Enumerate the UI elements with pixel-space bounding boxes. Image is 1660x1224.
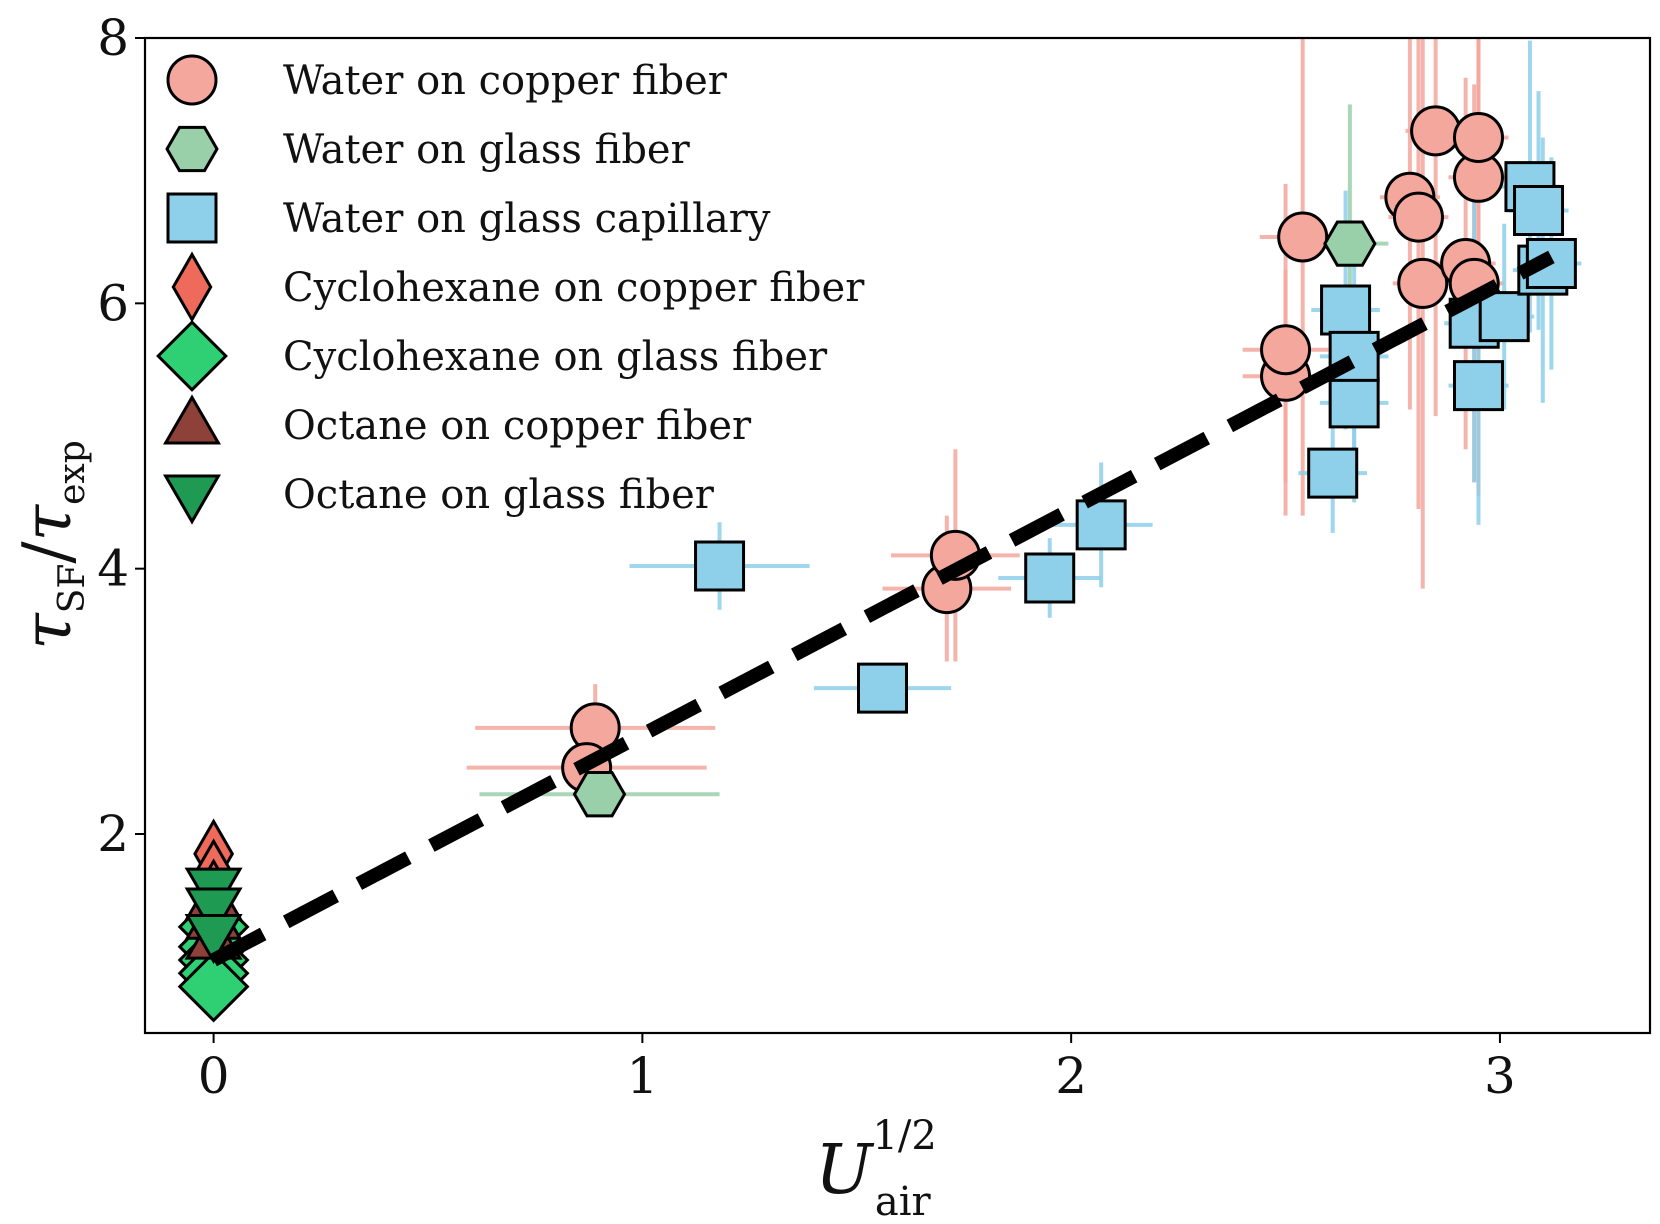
x-axis-title: U1/2 air [815, 1113, 937, 1224]
legend-marker-thin-diamond [171, 251, 213, 323]
data-point-square [1513, 184, 1565, 236]
x-tick-label: 2 [1055, 1047, 1087, 1105]
legend-label: Water on glass capillary [283, 196, 771, 242]
data-point-square [1024, 552, 1076, 604]
data-point-square [694, 540, 746, 592]
y-tick-label: 4 [97, 540, 129, 598]
legend-marker-square [166, 192, 218, 244]
data-point-square [1075, 499, 1127, 551]
y-tick-label: 8 [97, 9, 129, 67]
data-point-circle [1410, 105, 1462, 157]
y-axis-title-sub-1: SF [52, 564, 93, 614]
legend-label: Water on copper fiber [283, 58, 728, 104]
y-axis-ticks: 2 4 6 8 [97, 9, 145, 863]
plot-frame [143, 36, 1652, 1035]
data-point-triangle-down [184, 914, 243, 965]
x-tick-label: 1 [626, 1047, 658, 1105]
legend-label: Octane on glass fiber [283, 472, 715, 518]
legend-marker-circle [166, 54, 218, 106]
data-point-circle [1277, 211, 1329, 263]
x-tick-label: 0 [198, 1047, 230, 1105]
y-axis-title-sub-2: exp [52, 440, 93, 505]
legend-label: Cyclohexane on glass fiber [283, 334, 828, 380]
fit-line [210, 250, 1555, 967]
data-point-square [1328, 377, 1380, 429]
x-axis-title-sub: air [875, 1179, 932, 1224]
data-point-square [1478, 291, 1530, 343]
y-tick-label: 2 [97, 805, 129, 863]
y-axis-title: τSF/τexp [9, 440, 93, 650]
data-point-triangle-down [184, 887, 243, 938]
data-point-square [1320, 284, 1372, 336]
data-point-hexagon [1323, 220, 1377, 267]
legend-marker-diamond [156, 320, 228, 392]
data-point-circle [1452, 112, 1504, 163]
legend-label: Octane on copper fiber [283, 403, 752, 449]
y-axis-title-tau-2: τ [9, 503, 86, 541]
legend-marker-hexagon [165, 125, 219, 173]
legend-label: Cyclohexane on copper fiber [283, 265, 865, 311]
data-point-circle [1397, 257, 1449, 309]
y-axis-title-slash: / [9, 541, 86, 564]
legend-marker-triangle-down [162, 474, 222, 525]
x-axis-title-main: U [815, 1131, 875, 1210]
fit-line-group [210, 250, 1555, 967]
legend: Water on copper fiber Water on glass fibe… [156, 54, 865, 525]
data-point-diamond [177, 950, 250, 1023]
legend-label: Water on glass fiber [283, 127, 691, 173]
x-tick-label: 3 [1484, 1047, 1516, 1105]
legend-marker-triangle-up [162, 394, 222, 445]
x-axis-title-sup: 1/2 [872, 1113, 936, 1159]
data-point-hexagon [572, 771, 627, 818]
data-point-circle [1260, 324, 1312, 376]
data-point-square [1452, 360, 1504, 412]
y-axis-title-tau-1: τ [9, 612, 86, 650]
data-point-square [856, 662, 908, 714]
y-tick-label: 6 [97, 274, 129, 332]
data-point-circle [1392, 191, 1444, 243]
data-point-square [1307, 447, 1359, 499]
x-axis-ticks: 0 1 2 3 [198, 1033, 1516, 1105]
